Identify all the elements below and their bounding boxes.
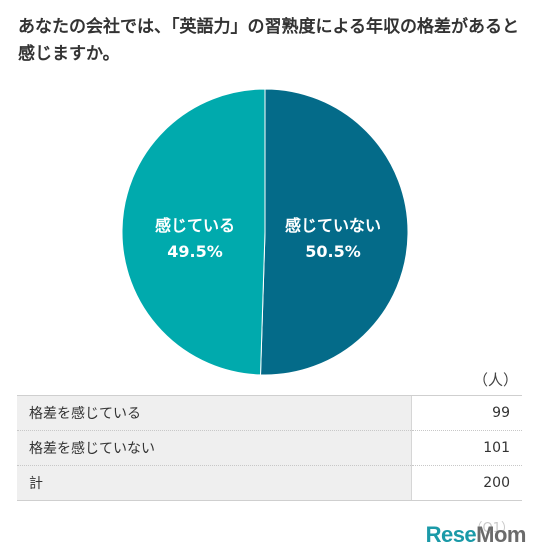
slice-label-not-feel: 感じていない 50.5% [268,213,398,265]
logo-part-rese: Rese [425,522,477,547]
table-row: 格差を感じていない 101 [17,430,522,466]
row-value: 99 [411,395,522,431]
pie-slice-not-feel [259,88,409,376]
slice-label-feel: 感じている 49.5% [130,213,260,265]
slice-label-not-feel-percent: 50.5% [305,242,361,261]
row-label: 格差を感じていない [17,430,412,466]
data-table: 格差を感じている 99 格差を感じていない 101 計 200 [17,395,522,501]
pie-chart [121,88,409,376]
question-title: あなたの会社では、「英語力」の習熟度による年収の格差があると感じますか。 [18,17,519,64]
slice-label-feel-percent: 49.5% [167,242,223,261]
source-note: （Q1） [469,521,514,536]
table-row-total: 計 200 [17,465,522,501]
logo-part-mom: Mom [476,522,526,547]
row-value: 101 [411,430,522,466]
row-label: 計 [17,465,412,501]
slice-label-not-feel-text: 感じていない [284,216,381,235]
table-row: 格差を感じている 99 [17,395,522,431]
pie-slice-feel [121,88,266,376]
resemom-logo: ReseMom [425,522,527,548]
table-unit: （人） [472,371,518,389]
slice-label-feel-text: 感じている [154,216,235,235]
row-value: 200 [411,465,522,501]
row-label: 格差を感じている [17,395,412,431]
pie-chart-area: 感じている 49.5% 感じていない 50.5% [121,88,409,376]
